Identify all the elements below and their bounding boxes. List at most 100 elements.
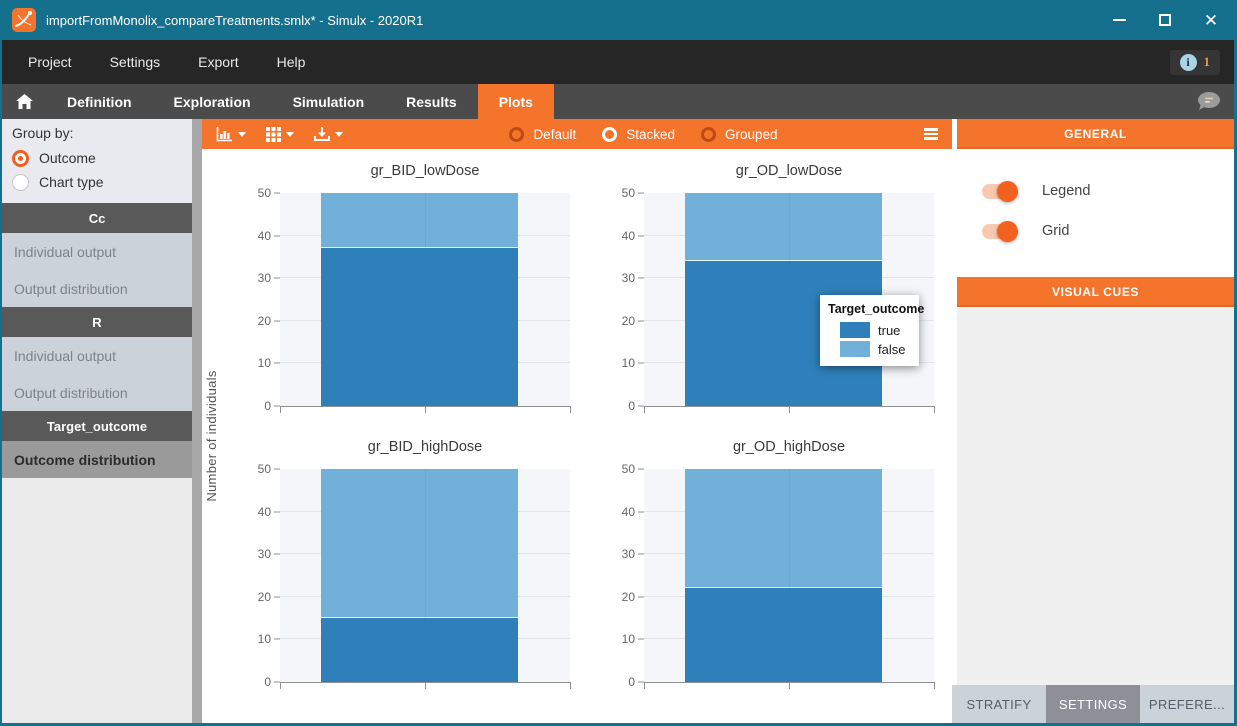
chart-title: gr_BID_lowDose	[370, 163, 480, 179]
stacked-bar	[320, 193, 518, 406]
general-section-body: Legend Grid	[952, 149, 1234, 277]
y-tick-label: 0	[264, 399, 271, 413]
menu-bar: Project Settings Export Help i 1	[2, 40, 1234, 84]
menu-export[interactable]: Export	[198, 54, 239, 70]
stacked-bar	[320, 469, 518, 682]
y-tick-label: 50	[257, 462, 271, 476]
group-by-panel: Group by: Outcome Chart type	[2, 119, 192, 203]
chart-gr-od-highdose: gr_OD_highDose 0 10 20 30 40 50	[588, 425, 952, 701]
maximize-button[interactable]	[1142, 0, 1188, 40]
download-icon	[314, 126, 330, 141]
y-tick-label: 50	[257, 186, 271, 200]
y-tick-label: 30	[621, 271, 635, 286]
tab-simulation[interactable]: Simulation	[292, 93, 365, 110]
radio-icon	[602, 126, 618, 142]
bar-mode-radios: Default Stacked Grouped	[363, 126, 924, 142]
sidebar-item-r-output-distribution[interactable]: Output distribution	[2, 374, 192, 411]
chart-title: gr_OD_highDose	[732, 439, 846, 455]
chart-legend[interactable]: Target_outcome true false	[820, 295, 925, 366]
tab-exploration[interactable]: Exploration	[173, 93, 251, 110]
radio-icon	[12, 173, 29, 191]
tab-results[interactable]: Results	[406, 93, 457, 110]
mode-grouped[interactable]: Grouped	[701, 126, 778, 142]
plot-list-sidebar: Group by: Outcome Chart type Cc Individu…	[2, 119, 192, 723]
sidebar-item-outcome-distribution[interactable]: Outcome distribution	[2, 441, 192, 478]
y-tick-label: 40	[621, 228, 635, 243]
legend-swatch-true	[840, 322, 870, 338]
mode-default[interactable]: Default	[509, 126, 576, 142]
y-tick-label: 10	[621, 356, 635, 371]
menu-help[interactable]: Help	[276, 54, 306, 70]
grid-toggle[interactable]: Grid	[982, 211, 1234, 251]
y-tick-label: 50	[621, 186, 635, 200]
group-by-option-outcome[interactable]: Outcome	[12, 146, 184, 170]
group-by-option-chart-type[interactable]: Chart type	[12, 170, 184, 194]
tab-preferences[interactable]: PREFERE...	[1148, 696, 1226, 712]
menu-project[interactable]: Project	[28, 54, 72, 70]
sidebar-item-r-individual-output[interactable]: Individual output	[2, 337, 192, 374]
y-tick-label: 10	[257, 356, 271, 371]
notifications-button[interactable]: i 1	[1169, 49, 1220, 75]
home-icon	[15, 94, 33, 109]
plot-area[interactable]: 0 10 20 30 40 50	[258, 186, 571, 413]
sidebar-scrollbar[interactable]	[192, 119, 202, 723]
section-header-r: R	[2, 307, 192, 337]
radio-icon	[509, 126, 525, 142]
menu-settings[interactable]: Settings	[109, 54, 161, 70]
tab-settings[interactable]: SETTINGS	[1046, 685, 1140, 723]
chevron-down-icon	[286, 131, 294, 137]
radio-icon	[701, 126, 716, 142]
y-tick-label: 40	[257, 504, 271, 519]
bar-chart-icon	[216, 126, 232, 141]
sidebar-item-cc-output-distribution[interactable]: Output distribution	[2, 270, 192, 307]
y-tick-label: 0	[628, 399, 635, 413]
plots-canvas: Number of individuals gr_BID_lowDose 0 10…	[202, 149, 952, 723]
legend-entry-true: true	[840, 322, 911, 338]
y-tick-label: 0	[628, 675, 635, 689]
visual-cues-section-body	[957, 307, 1234, 685]
plot-area[interactable]: 0 10 20 30 40 50	[258, 462, 571, 689]
layout-grid-dropdown[interactable]	[266, 126, 294, 142]
home-button[interactable]	[2, 84, 46, 119]
sidebar-item-cc-individual-output[interactable]: Individual output	[2, 233, 192, 270]
tab-stratify[interactable]: STRATIFY	[966, 696, 1032, 712]
y-tick-label: 40	[257, 228, 271, 243]
chart-gr-bid-lowdose: gr_BID_lowDose 0 10 20 30 40 50	[224, 149, 588, 425]
close-button[interactable]: ✕	[1188, 0, 1234, 40]
chart-type-dropdown[interactable]	[216, 126, 246, 142]
stacked-bar	[684, 469, 882, 682]
tab-plots[interactable]: Plots	[477, 84, 554, 119]
sidebar-empty-space	[2, 478, 192, 723]
nav-tab-bar: Definition Exploration Simulation Result…	[2, 84, 1234, 119]
bar-segment-true	[320, 248, 518, 406]
y-axis-label: Number of individuals	[204, 370, 219, 502]
legend-title: Target_outcome	[828, 302, 925, 316]
title-bar: importFromMonolix_compareTreatments.smlx…	[2, 0, 1234, 40]
legend-entry-false: false	[840, 341, 911, 357]
mode-stacked[interactable]: Stacked	[602, 126, 675, 142]
minimize-button[interactable]	[1096, 0, 1142, 40]
section-header-cc: Cc	[2, 203, 192, 233]
legend-swatch-false	[840, 341, 870, 357]
plot-area[interactable]: 0 10 20 30 40 50	[622, 462, 935, 689]
chevron-down-icon	[335, 131, 343, 137]
legend-toggle[interactable]: Legend	[982, 171, 1234, 211]
y-tick-label: 20	[257, 313, 271, 328]
chart-gr-bid-highdose: gr_BID_highDose 0 10 20 30 40 50	[224, 425, 588, 701]
main-area: Group by: Outcome Chart type Cc Individu…	[2, 119, 1234, 723]
bar-segment-false	[684, 193, 882, 262]
bar-segment-false	[684, 469, 882, 589]
tab-definition[interactable]: Definition	[67, 93, 132, 110]
radio-icon	[12, 149, 29, 167]
bar-segment-false	[320, 469, 518, 619]
plot-menu-button[interactable]	[924, 128, 938, 140]
chart-title: gr_BID_highDose	[367, 439, 483, 455]
export-dropdown[interactable]	[314, 126, 343, 142]
grid-icon	[266, 126, 281, 142]
toggle-icon	[982, 180, 1018, 202]
y-tick-label: 20	[621, 313, 635, 328]
maximize-icon	[1159, 14, 1171, 26]
toggle-icon	[982, 220, 1018, 242]
feedback-button[interactable]	[1182, 84, 1234, 119]
